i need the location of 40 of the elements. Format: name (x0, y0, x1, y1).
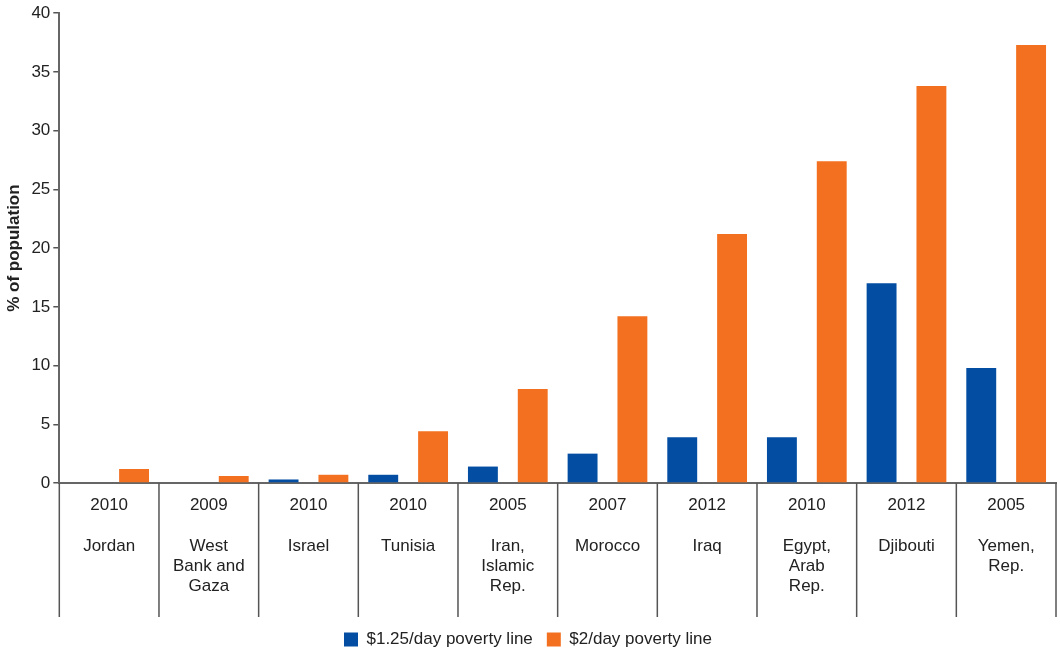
y-tick-label: 35 (31, 61, 51, 81)
bar (667, 437, 698, 483)
bar (617, 316, 648, 483)
bar (1016, 44, 1047, 483)
bar (467, 466, 498, 483)
bar (916, 86, 947, 483)
y-tick-label: 10 (31, 355, 51, 375)
y-tick-label: 20 (31, 237, 51, 257)
bar (866, 283, 897, 483)
bar (816, 161, 847, 483)
category-label: 2010 Tunisia (381, 494, 436, 555)
y-tick-label: 40 (31, 2, 51, 22)
category-label: 2010 Jordan (83, 494, 136, 555)
bar (268, 479, 299, 483)
category-label: 2009 West Bank and Gaza (172, 494, 245, 596)
bar (517, 389, 548, 483)
bar (318, 474, 349, 483)
bar (766, 437, 797, 483)
bar (418, 431, 449, 483)
bar (218, 475, 249, 483)
y-tick-label: 0 (40, 472, 51, 492)
bar (567, 453, 598, 483)
category-label: 2010 Egypt, Arab Rep. (782, 494, 831, 596)
bar (119, 468, 150, 483)
y-tick-label: 5 (40, 413, 51, 433)
bar (368, 474, 399, 483)
category-label: 2010 Israel (287, 494, 330, 555)
bar (966, 367, 997, 483)
bar (717, 234, 748, 483)
category-label: 2005 Iran, Islamic Rep. (481, 494, 535, 596)
y-axis-title: % of population (3, 184, 23, 312)
y-tick-label: 25 (31, 179, 51, 199)
y-tick-label: 15 (31, 296, 51, 316)
category-label: 2005 Yemen, Rep. (977, 494, 1035, 576)
category-label: 2012 Djibouti (878, 494, 935, 555)
category-label: 2012 Iraq (688, 494, 727, 555)
y-tick-label: 30 (31, 120, 51, 140)
legend-label: $1.25/day poverty line (366, 629, 533, 649)
legend-label: $2/day poverty line (569, 629, 713, 649)
category-label: 2007 Morocco (574, 494, 641, 555)
